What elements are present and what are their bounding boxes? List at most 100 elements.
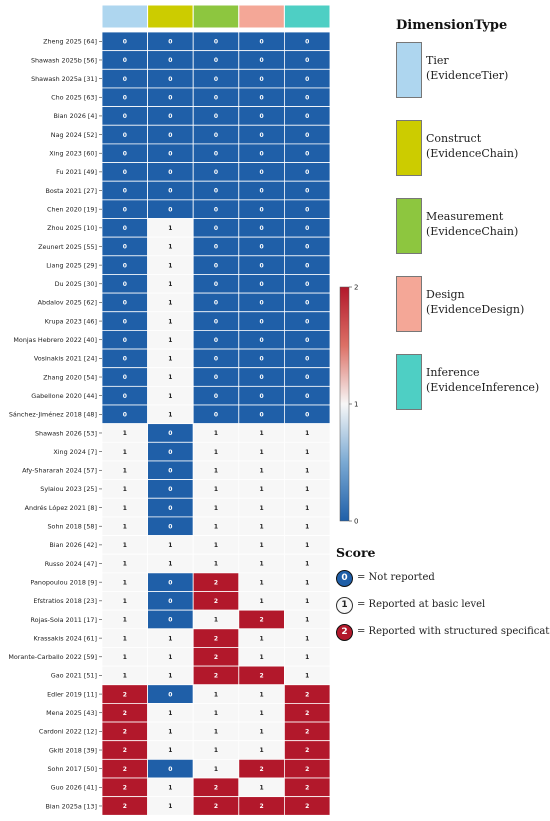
cell-value-label: 0 — [214, 318, 218, 325]
row-label: Cho 2025 [63] — [51, 94, 97, 102]
cell-value-label: 0 — [123, 150, 127, 157]
cell-value-label: 1 — [123, 635, 127, 642]
cell-value-label: 1 — [168, 393, 172, 400]
row-label: Edler 2019 [11] — [47, 690, 97, 698]
row-label: Gkiti 2018 [39] — [49, 746, 97, 754]
cell-value-label: 0 — [214, 76, 218, 83]
cell-value-label: 1 — [123, 542, 127, 549]
cell-value-label: 1 — [260, 542, 264, 549]
cell-value-label: 1 — [168, 412, 172, 419]
cell-value-label: 1 — [168, 318, 172, 325]
cell-value-label: 0 — [305, 57, 309, 64]
cell-value-label: 1 — [168, 803, 172, 810]
cell-value-label: 0 — [123, 412, 127, 419]
cell-value-label: 1 — [305, 561, 309, 568]
cell-value-label: 0 — [214, 300, 218, 307]
cell-value-label: 1 — [214, 542, 218, 549]
dimension-legend-title: DimensionType — [396, 18, 508, 33]
cell-value-label: 0 — [305, 132, 309, 139]
cell-value-label: 0 — [305, 374, 309, 381]
cell-value-label: 1 — [305, 673, 309, 680]
cell-value-label: 0 — [214, 262, 218, 269]
cell-value-label: 1 — [260, 505, 264, 512]
cell-value-label: 0 — [260, 393, 264, 400]
cell-value-label: 0 — [260, 132, 264, 139]
cell-value-label: 0 — [168, 766, 172, 773]
score-marker-1: 1 — [336, 597, 353, 614]
cell-value-label: 0 — [305, 281, 309, 288]
cell-value-label: 0 — [260, 94, 264, 101]
row-label: Gabellone 2020 [44] — [31, 392, 97, 400]
cell-value-label: 2 — [214, 635, 218, 642]
row-label: Mena 2025 [43] — [46, 709, 97, 717]
cell-value-label: 1 — [168, 281, 172, 288]
row-label: Bian 2026 [4] — [53, 112, 97, 120]
cell-value-label: 2 — [260, 673, 264, 680]
legend-label-measurement: Measurement (EvidenceChain) — [426, 210, 519, 238]
colorbar-tick-label: 2 — [354, 284, 358, 292]
cell-value-label: 0 — [305, 262, 309, 269]
cell-value-label: 0 — [305, 318, 309, 325]
legend-swatch-inference — [396, 354, 422, 410]
cell-value-label: 0 — [123, 206, 127, 213]
cell-value-label: 1 — [305, 598, 309, 605]
cell-value-label: 0 — [305, 356, 309, 363]
cell-value-label: 2 — [214, 598, 218, 605]
cell-value-label: 1 — [260, 598, 264, 605]
cell-value-label: 0 — [168, 39, 172, 46]
cell-value-label: 0 — [123, 244, 127, 251]
cell-value-label: 0 — [260, 169, 264, 176]
row-label: Zeunert 2025 [55] — [38, 243, 97, 251]
row-label: Sylaiou 2023 [25] — [40, 485, 97, 493]
legend-swatch-measurement — [396, 198, 422, 254]
cell-value-label: 1 — [260, 430, 264, 437]
row-label: Russo 2024 [47] — [45, 560, 97, 568]
cell-value-label: 0 — [168, 169, 172, 176]
cell-value-label: 0 — [214, 150, 218, 157]
cell-value-label: 0 — [260, 356, 264, 363]
cell-value-label: 0 — [123, 169, 127, 176]
cell-value-label: 1 — [260, 486, 264, 493]
cell-value-label: 1 — [168, 225, 172, 232]
cell-value-label: 0 — [168, 449, 172, 456]
cell-value-label: 1 — [260, 654, 264, 661]
cell-value-label: 0 — [260, 262, 264, 269]
cell-value-label: 1 — [305, 579, 309, 586]
cell-value-label: 0 — [260, 57, 264, 64]
cell-value-label: 1 — [214, 486, 218, 493]
cell-value-label: 0 — [123, 76, 127, 83]
cell-value-label: 1 — [305, 467, 309, 474]
cell-value-label: 1 — [305, 542, 309, 549]
legend-label-construct: Construct (EvidenceChain) — [426, 132, 519, 160]
score-label-2: = Reported with structured specification — [357, 626, 550, 637]
cell-value-label: 1 — [260, 747, 264, 754]
cell-value-label: 1 — [214, 710, 218, 717]
cell-value-label: 2 — [305, 691, 309, 698]
cell-value-label: 2 — [260, 766, 264, 773]
cell-value-label: 1 — [168, 673, 172, 680]
cell-value-label: 0 — [260, 244, 264, 251]
cell-value-label: 0 — [214, 412, 218, 419]
row-label: Sohn 2017 [50] — [47, 765, 97, 773]
cell-value-label: 0 — [214, 356, 218, 363]
cell-value-label: 0 — [168, 523, 172, 530]
cell-value-label: 1 — [214, 505, 218, 512]
cell-value-label: 0 — [123, 113, 127, 120]
row-label: Gao 2021 [51] — [51, 672, 97, 680]
row-label: Du 2025 [30] — [55, 280, 97, 288]
cell-value-label: 1 — [260, 561, 264, 568]
cell-value-label: 2 — [123, 729, 127, 736]
cell-value-label: 0 — [123, 39, 127, 46]
row-label: Chen 2020 [19] — [47, 205, 97, 213]
cell-value-label: 0 — [214, 393, 218, 400]
cell-value-label: 1 — [214, 691, 218, 698]
cell-value-label: 2 — [123, 691, 127, 698]
cell-value-label: 1 — [168, 337, 172, 344]
cell-value-label: 2 — [214, 654, 218, 661]
cell-value-label: 1 — [168, 244, 172, 251]
cell-value-label: 1 — [168, 785, 172, 792]
cell-value-label: 2 — [305, 747, 309, 754]
dimension-strip-inference — [283, 4, 331, 29]
cell-value-label: 0 — [260, 113, 264, 120]
